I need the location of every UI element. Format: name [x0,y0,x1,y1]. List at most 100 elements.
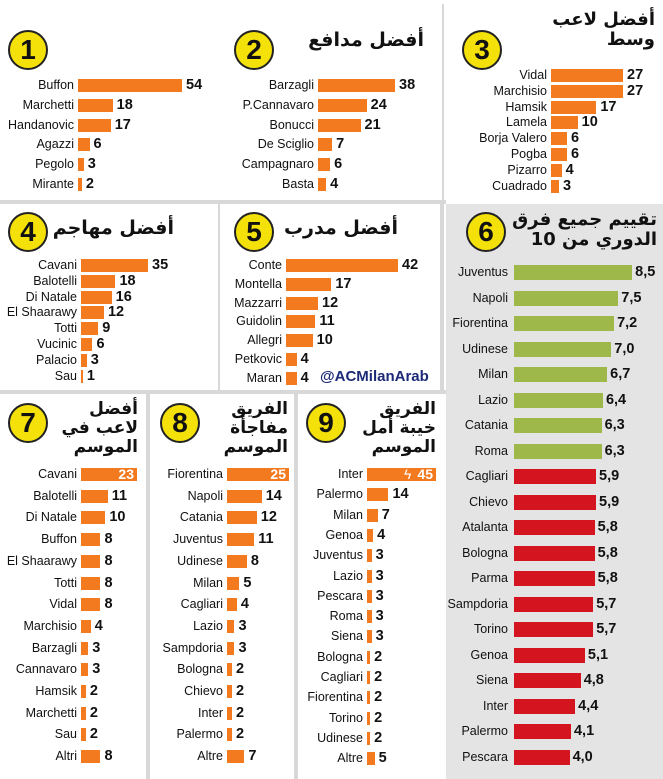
bar-label: Hamsik [35,684,77,698]
rating-bar [514,290,619,306]
bar-label: Conte [248,258,282,272]
bar-label: Napoli [187,488,223,503]
panel-divider [0,200,446,204]
bar [227,663,232,677]
bar-label: Sampdoria [162,640,223,655]
rating-bar [514,724,571,739]
bar [81,353,87,367]
bar-value: 6 [96,336,105,352]
panel-title-3: أفضل لاعب وسط [552,9,655,50]
bar [78,79,182,92]
team-label: Roma [474,443,508,458]
bar-value: 3 [238,617,247,634]
bar-label: Handanovic [7,117,74,132]
panel-title-8: الفريق مفاجأة الموسم [223,399,288,457]
bar-value: 11 [111,487,128,504]
bar-label: Barzagli [31,640,77,655]
bar-value: 2 [235,704,245,721]
bar-value: 11 [258,531,274,548]
bar-label: Bonucci [269,117,314,132]
badge-5: 5 [234,212,274,252]
bar [81,641,89,655]
bar [367,528,374,542]
team-label: Milan [478,367,508,381]
bar-value: 12 [107,304,125,321]
badge-3: 3 [462,30,502,70]
bar-value: 2 [374,709,383,726]
bar-value: 2 [89,683,98,699]
bar-value: 4 [565,161,574,178]
bar-label: Pescara [317,588,363,603]
bar-label: Buffon [41,532,77,547]
team-label: Napoli [472,290,508,305]
bar [367,691,371,705]
bar-value: 23 [118,466,134,482]
bar-value: 6 [334,156,343,173]
rating-value: 4,1 [573,723,595,739]
bar-value: 2 [235,661,245,678]
bar-label: Chievo [184,684,223,698]
rating-value: 8,5 [635,264,656,280]
bar [367,508,378,522]
bar-value: 42 [402,257,419,273]
bar [81,576,101,590]
bar-label: Marchisio [493,83,548,98]
badge-8: 8 [160,403,200,443]
bar-value: 8 [104,552,113,569]
bar [286,334,313,348]
bar [78,98,113,112]
bar [81,554,101,568]
bar-value: 9 [102,320,111,337]
panel-title-2: أفضل مدافع [308,29,424,51]
rating-bar [514,749,570,765]
bar [286,296,318,310]
bar [367,650,371,664]
bar [367,589,372,603]
panel-divider [442,4,444,200]
bar [367,711,371,725]
bar [227,750,245,764]
bar-label: De Sciglio [257,137,314,152]
bar-value: 3 [238,639,247,656]
rating-value: 6,3 [604,442,625,459]
panel-8 [150,394,294,779]
bar-value: 2 [374,648,383,665]
bar-value: 8 [104,596,113,613]
team-label: Parma [471,571,508,585]
rating-bar [514,316,615,331]
bar-label: Maran [246,370,282,385]
panel-7 [4,394,146,779]
bar-value: 17 [600,98,617,115]
bar-value: 3 [375,628,384,645]
bar-value: 5 [243,574,252,591]
bar-label: Fiorentina [307,690,363,705]
rating-bar [514,520,595,535]
team-label: Palermo [461,724,508,738]
bar-label: Cavani [38,258,77,272]
bar-value: 38 [399,77,416,93]
bar-value: 8 [104,574,113,591]
bar [318,118,361,132]
bar-value: 24 [370,96,387,113]
bar-value: 18 [119,272,136,289]
bar-label: Vidal [49,597,77,612]
rating-bar [514,622,594,637]
bar-label: Borja Valero [479,131,547,146]
bar [286,315,316,329]
rating-bar [514,596,594,612]
team-label: Pescara [462,749,508,764]
bar-label: Altre [197,749,223,764]
bar [227,554,247,568]
bar-value: 18 [116,96,133,113]
rating-value: 7,0 [614,340,635,357]
team-label: Siena [476,673,508,687]
rating-bar [514,392,603,408]
bar [78,158,84,172]
bar [551,132,567,146]
bar [551,69,623,82]
bar [81,369,83,383]
rating-bar [514,673,581,688]
bar [227,533,255,547]
bar-label: Fiorentina [167,467,223,481]
bar-value: 11 [319,313,335,330]
